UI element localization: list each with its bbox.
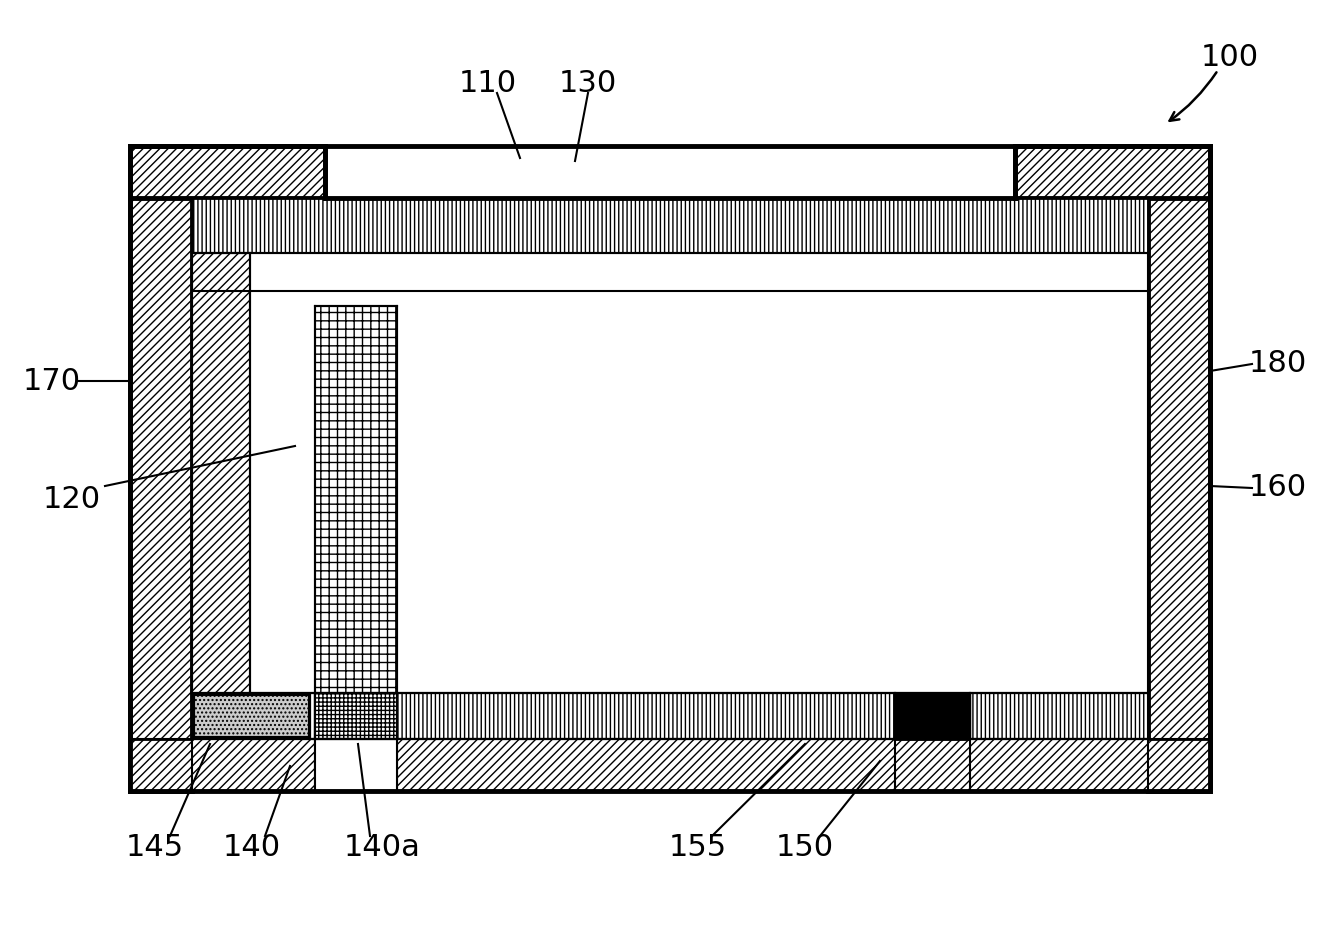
- Bar: [130, 146, 192, 791]
- Bar: [130, 146, 325, 198]
- Bar: [1148, 146, 1210, 791]
- Text: 160: 160: [1248, 474, 1307, 503]
- Bar: [192, 253, 249, 693]
- Bar: [194, 695, 308, 737]
- Text: 120: 120: [43, 485, 101, 514]
- Bar: [315, 739, 397, 793]
- Bar: [970, 693, 1148, 739]
- Bar: [397, 693, 894, 739]
- Bar: [192, 739, 315, 791]
- Bar: [249, 253, 1148, 693]
- Bar: [192, 198, 1148, 253]
- Text: 145: 145: [126, 833, 184, 862]
- Text: 140: 140: [223, 833, 282, 862]
- Bar: [894, 693, 970, 739]
- Text: 155: 155: [669, 833, 727, 862]
- Bar: [315, 306, 397, 693]
- Text: 100: 100: [1202, 43, 1259, 72]
- Text: 170: 170: [23, 367, 80, 396]
- Bar: [130, 739, 1210, 791]
- Text: 130: 130: [559, 68, 617, 97]
- Bar: [130, 146, 1210, 791]
- Bar: [315, 693, 397, 739]
- Text: 150: 150: [776, 833, 834, 862]
- Bar: [397, 739, 894, 791]
- Bar: [192, 693, 315, 739]
- Bar: [970, 739, 1148, 791]
- Text: 180: 180: [1248, 349, 1307, 378]
- Text: 110: 110: [459, 68, 518, 97]
- Text: 140a: 140a: [343, 833, 421, 862]
- Bar: [1015, 146, 1210, 198]
- Bar: [192, 253, 1148, 291]
